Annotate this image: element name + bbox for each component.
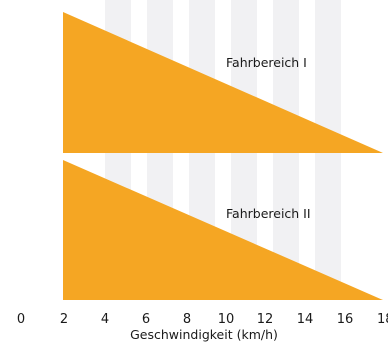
range-1-wedge: [63, 12, 383, 153]
range-2-wedge: [63, 160, 383, 300]
x-tick-label: 10: [218, 312, 235, 327]
range-2-label: Fahrbereich II: [226, 206, 311, 221]
x-tick-label: 6: [142, 312, 150, 327]
x-axis-title: Geschwindigkeit (km/h): [130, 327, 278, 342]
x-tick-label: 14: [297, 312, 314, 327]
x-tick-label: 2: [60, 312, 68, 327]
x-tick-label: 12: [257, 312, 274, 327]
x-tick-label: 4: [101, 312, 109, 327]
x-tick-label: 16: [337, 312, 354, 327]
range-1-label: Fahrbereich I: [226, 55, 307, 70]
x-tick-label: 18: [377, 312, 388, 327]
x-tick-label: 0: [17, 312, 25, 327]
x-tick-label: 8: [183, 312, 191, 327]
x-axis-ticks: 0 2 4 6 8 10 12 14 16 18: [17, 312, 388, 327]
